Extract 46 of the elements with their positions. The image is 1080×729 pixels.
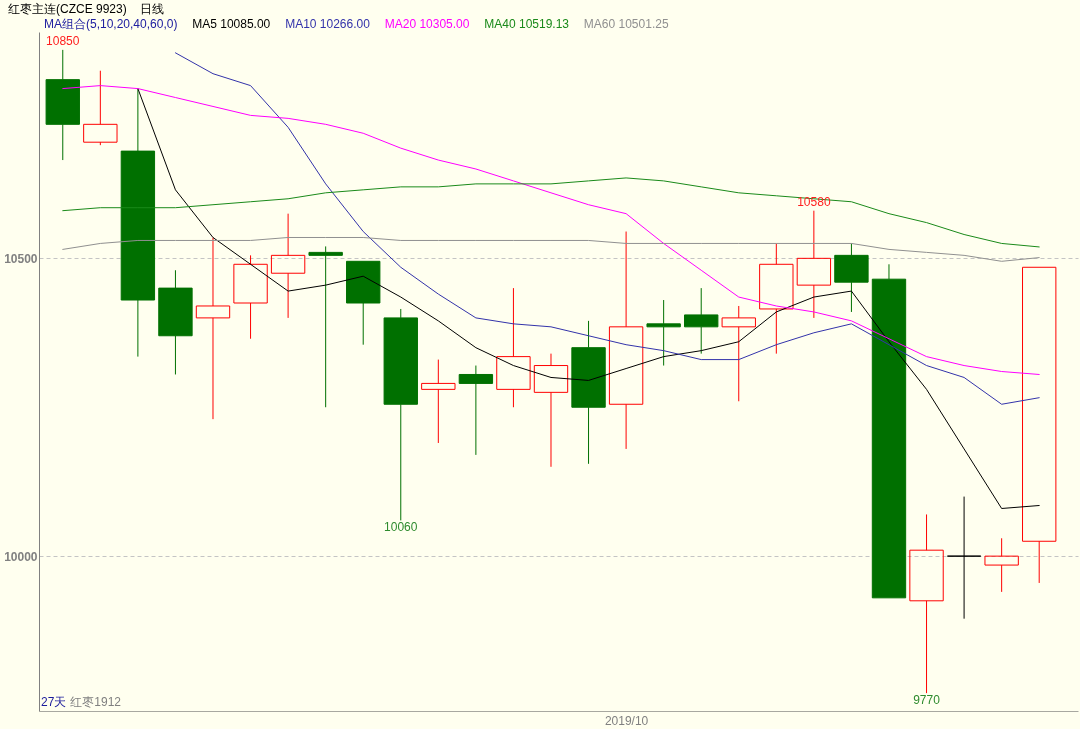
legend-title: MA组合(5,10,20,40,60,0) — [44, 17, 178, 31]
candlestick — [834, 242, 869, 313]
candlestick — [646, 299, 681, 367]
annotation: 9770 — [913, 693, 941, 708]
candlestick — [721, 305, 756, 402]
candlestick — [1022, 266, 1057, 584]
candlestick — [984, 537, 1019, 593]
candlestick — [759, 242, 794, 355]
candlestick — [909, 513, 944, 694]
text: MA10 10266.00 — [285, 17, 371, 31]
line-series — [137, 88, 1040, 509]
text: MA5 10085.00 — [192, 17, 271, 31]
candlestick — [158, 269, 193, 375]
candlestick — [796, 210, 832, 319]
line-series — [62, 236, 1040, 262]
candlestick — [533, 353, 569, 468]
line-series — [174, 52, 1040, 405]
annotation: 10060 — [384, 520, 418, 535]
chart-title: 红枣主连(CZCE 9923) — [8, 2, 127, 16]
annotation: 10580 — [797, 194, 831, 209]
candlestick — [684, 287, 719, 355]
candlestick — [346, 260, 381, 346]
y-tick-label: 10000 — [4, 549, 38, 564]
candlestick — [421, 359, 456, 444]
candlestick — [946, 496, 982, 620]
candlestick — [270, 213, 306, 319]
line-series — [62, 85, 1040, 375]
x-tick-label: 2019/10 — [604, 713, 649, 728]
annotation: 10850 — [46, 33, 80, 48]
candlestick — [871, 263, 907, 599]
annotation: 27天 — [41, 695, 67, 709]
candlestick — [458, 365, 494, 456]
annotation: 红枣1912 — [70, 695, 122, 709]
text: MA60 10501.25 — [583, 17, 669, 31]
candlestick — [195, 236, 231, 420]
text: MA40 10519.13 — [484, 17, 570, 31]
candlestick — [571, 320, 606, 465]
candlestick — [120, 88, 156, 358]
chart-subtitle: 日线 — [140, 2, 165, 16]
candlestick — [308, 245, 343, 408]
text: MA20 10305.00 — [384, 17, 470, 31]
candlestick — [496, 287, 531, 408]
line-series — [62, 177, 1040, 248]
y-tick-label: 10500 — [4, 251, 38, 266]
candlestick — [45, 49, 80, 161]
candlestick — [608, 231, 644, 450]
